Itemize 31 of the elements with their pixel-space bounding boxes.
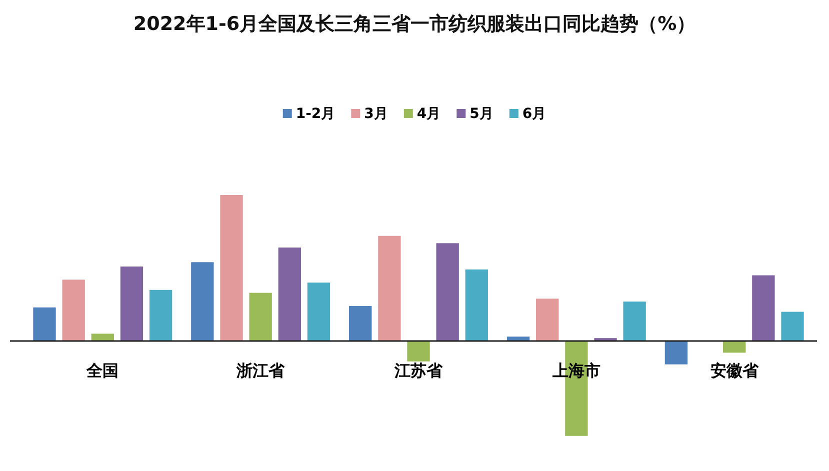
bar xyxy=(536,298,559,341)
bar xyxy=(220,195,243,341)
bar xyxy=(623,302,646,341)
legend-label: 4月 xyxy=(416,106,441,122)
x-tick-label: 全国 xyxy=(86,361,119,380)
bar xyxy=(506,336,530,341)
bar xyxy=(349,306,372,341)
bar xyxy=(407,341,430,362)
legend-label: 5月 xyxy=(470,106,494,122)
bar xyxy=(249,292,272,341)
legend-label: 3月 xyxy=(364,106,388,122)
x-tick-label: 安徽省 xyxy=(710,361,760,380)
x-tick-label: 江苏省 xyxy=(394,361,444,380)
bar xyxy=(378,236,401,341)
bar xyxy=(436,243,459,341)
bar xyxy=(278,248,301,341)
bar xyxy=(33,307,56,341)
legend-label: 6月 xyxy=(522,106,546,122)
bar xyxy=(149,290,172,341)
bar xyxy=(120,266,144,341)
bar xyxy=(307,282,330,341)
bar xyxy=(465,269,488,341)
bar xyxy=(664,341,688,364)
bar xyxy=(752,275,775,341)
chart-title: 2022年1-6月全国及长三角三省一市纺织服装出口同比趋势（%） xyxy=(133,13,696,35)
bar xyxy=(62,280,85,341)
legend-label: 1-2月 xyxy=(296,106,336,122)
bar xyxy=(91,334,114,341)
bar xyxy=(191,262,214,341)
x-tick-label: 浙江省 xyxy=(236,361,286,380)
bar xyxy=(781,312,804,341)
